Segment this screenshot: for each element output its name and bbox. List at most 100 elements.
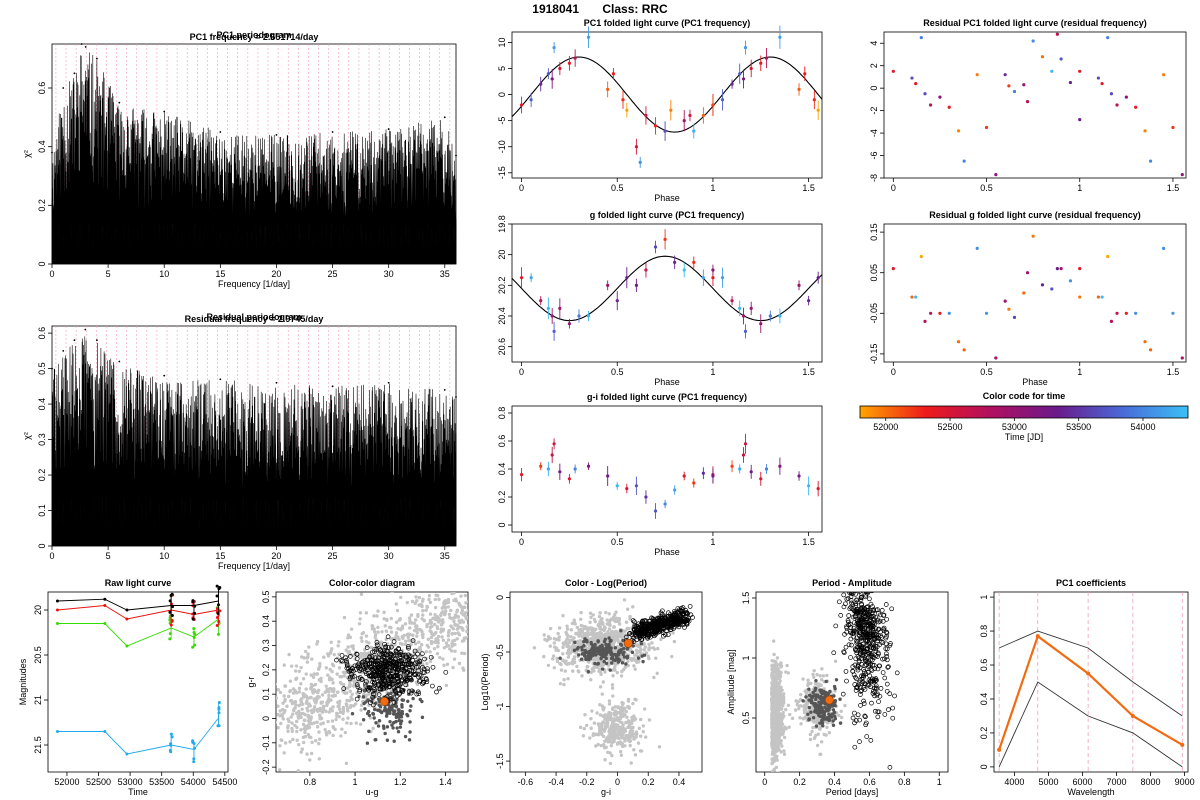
- background-point: [623, 706, 627, 711]
- background-point: [610, 686, 615, 690]
- x-tick-label: 15: [215, 269, 225, 279]
- background-point: [330, 669, 334, 674]
- background-point: [773, 670, 778, 675]
- x-tick-label: 0.8: [304, 777, 317, 787]
- class-point: [371, 685, 377, 690]
- background-point: [317, 678, 322, 682]
- y-tick-label: 0.5: [741, 712, 751, 725]
- background-point: [267, 723, 270, 726]
- background-point: [606, 629, 610, 634]
- dark-point: [390, 704, 395, 708]
- data-point: [929, 311, 933, 315]
- background-point: [605, 736, 609, 740]
- background-point: [638, 734, 643, 738]
- background-point: [570, 621, 575, 626]
- data-point: [567, 61, 572, 65]
- x-tick-label: -0.2: [579, 777, 595, 787]
- background-point: [385, 617, 389, 622]
- y-tick-label: 2: [869, 63, 879, 68]
- background-point: [410, 599, 415, 604]
- background-point: [437, 597, 441, 602]
- background-point: [637, 726, 642, 731]
- periodogram-anchor-points: [51, 328, 457, 398]
- dark-point: [361, 718, 366, 722]
- background-point: [326, 719, 330, 724]
- class-point: [381, 681, 387, 687]
- plot-frame: [511, 31, 823, 179]
- background-point: [444, 683, 449, 688]
- data-point: [738, 467, 742, 471]
- y-tick-label: 0: [497, 522, 507, 527]
- class-point: [662, 632, 668, 638]
- background-point: [308, 718, 312, 723]
- background-point: [569, 628, 574, 632]
- class-point: [356, 676, 361, 681]
- background-point: [591, 732, 596, 736]
- background-point: [263, 701, 266, 704]
- dark-point: [408, 730, 412, 734]
- data-point: [1148, 348, 1153, 352]
- background-point: [636, 741, 641, 745]
- background-point: [615, 634, 619, 638]
- background-point: [256, 704, 259, 707]
- background-point: [382, 610, 386, 615]
- data-point: [558, 470, 562, 474]
- background-point: [572, 657, 577, 661]
- data-point: [1171, 125, 1175, 130]
- background-point: [598, 634, 602, 639]
- y-tick-label: 0: [37, 261, 47, 266]
- dark-point: [589, 648, 594, 652]
- background-point: [579, 610, 583, 615]
- data-point: [741, 453, 746, 457]
- background-point: [346, 716, 350, 720]
- periodogram-peak: [443, 388, 446, 391]
- dark-point: [630, 650, 635, 655]
- background-point: [294, 664, 299, 668]
- dark-point: [602, 659, 606, 664]
- background-point: [628, 617, 632, 621]
- background-point: [272, 737, 275, 740]
- class-point: [655, 615, 660, 621]
- background-point: [371, 726, 375, 731]
- background-point: [552, 636, 557, 641]
- background-point: [786, 703, 791, 707]
- data-point: [546, 467, 550, 471]
- class-point: [364, 645, 370, 650]
- background-point: [376, 630, 380, 634]
- class-point: [671, 609, 677, 614]
- background-point: [312, 697, 316, 701]
- background-point: [307, 721, 312, 726]
- plot-frame: [511, 223, 823, 363]
- background-point: [344, 648, 348, 652]
- data-point: [1078, 118, 1082, 122]
- background-point: [359, 651, 364, 656]
- background-point: [598, 713, 603, 717]
- background-point: [593, 665, 597, 669]
- background-point: [815, 672, 819, 677]
- data-point: [891, 69, 895, 73]
- dark-point: [619, 629, 623, 633]
- background-point: [557, 626, 562, 630]
- background-point: [341, 709, 346, 714]
- background-point: [421, 597, 425, 601]
- background-point: [419, 643, 424, 647]
- class-point: [354, 663, 360, 668]
- dark-point: [377, 703, 381, 707]
- background-point: [566, 655, 571, 659]
- dark-point: [607, 648, 612, 652]
- model-curve: [511, 255, 823, 322]
- background-point: [330, 709, 335, 713]
- y-tick-label: -15: [497, 166, 507, 179]
- class-point: [656, 624, 662, 630]
- plot-frame: [883, 31, 1187, 179]
- class-point: [395, 675, 400, 681]
- background-point: [598, 625, 603, 629]
- background-point: [818, 674, 822, 678]
- class-point: [372, 646, 378, 652]
- y-tick-label: 21: [33, 695, 43, 705]
- background-point: [370, 624, 375, 628]
- background-point: [367, 641, 371, 645]
- class-point: [633, 626, 639, 632]
- dark-point: [397, 718, 401, 723]
